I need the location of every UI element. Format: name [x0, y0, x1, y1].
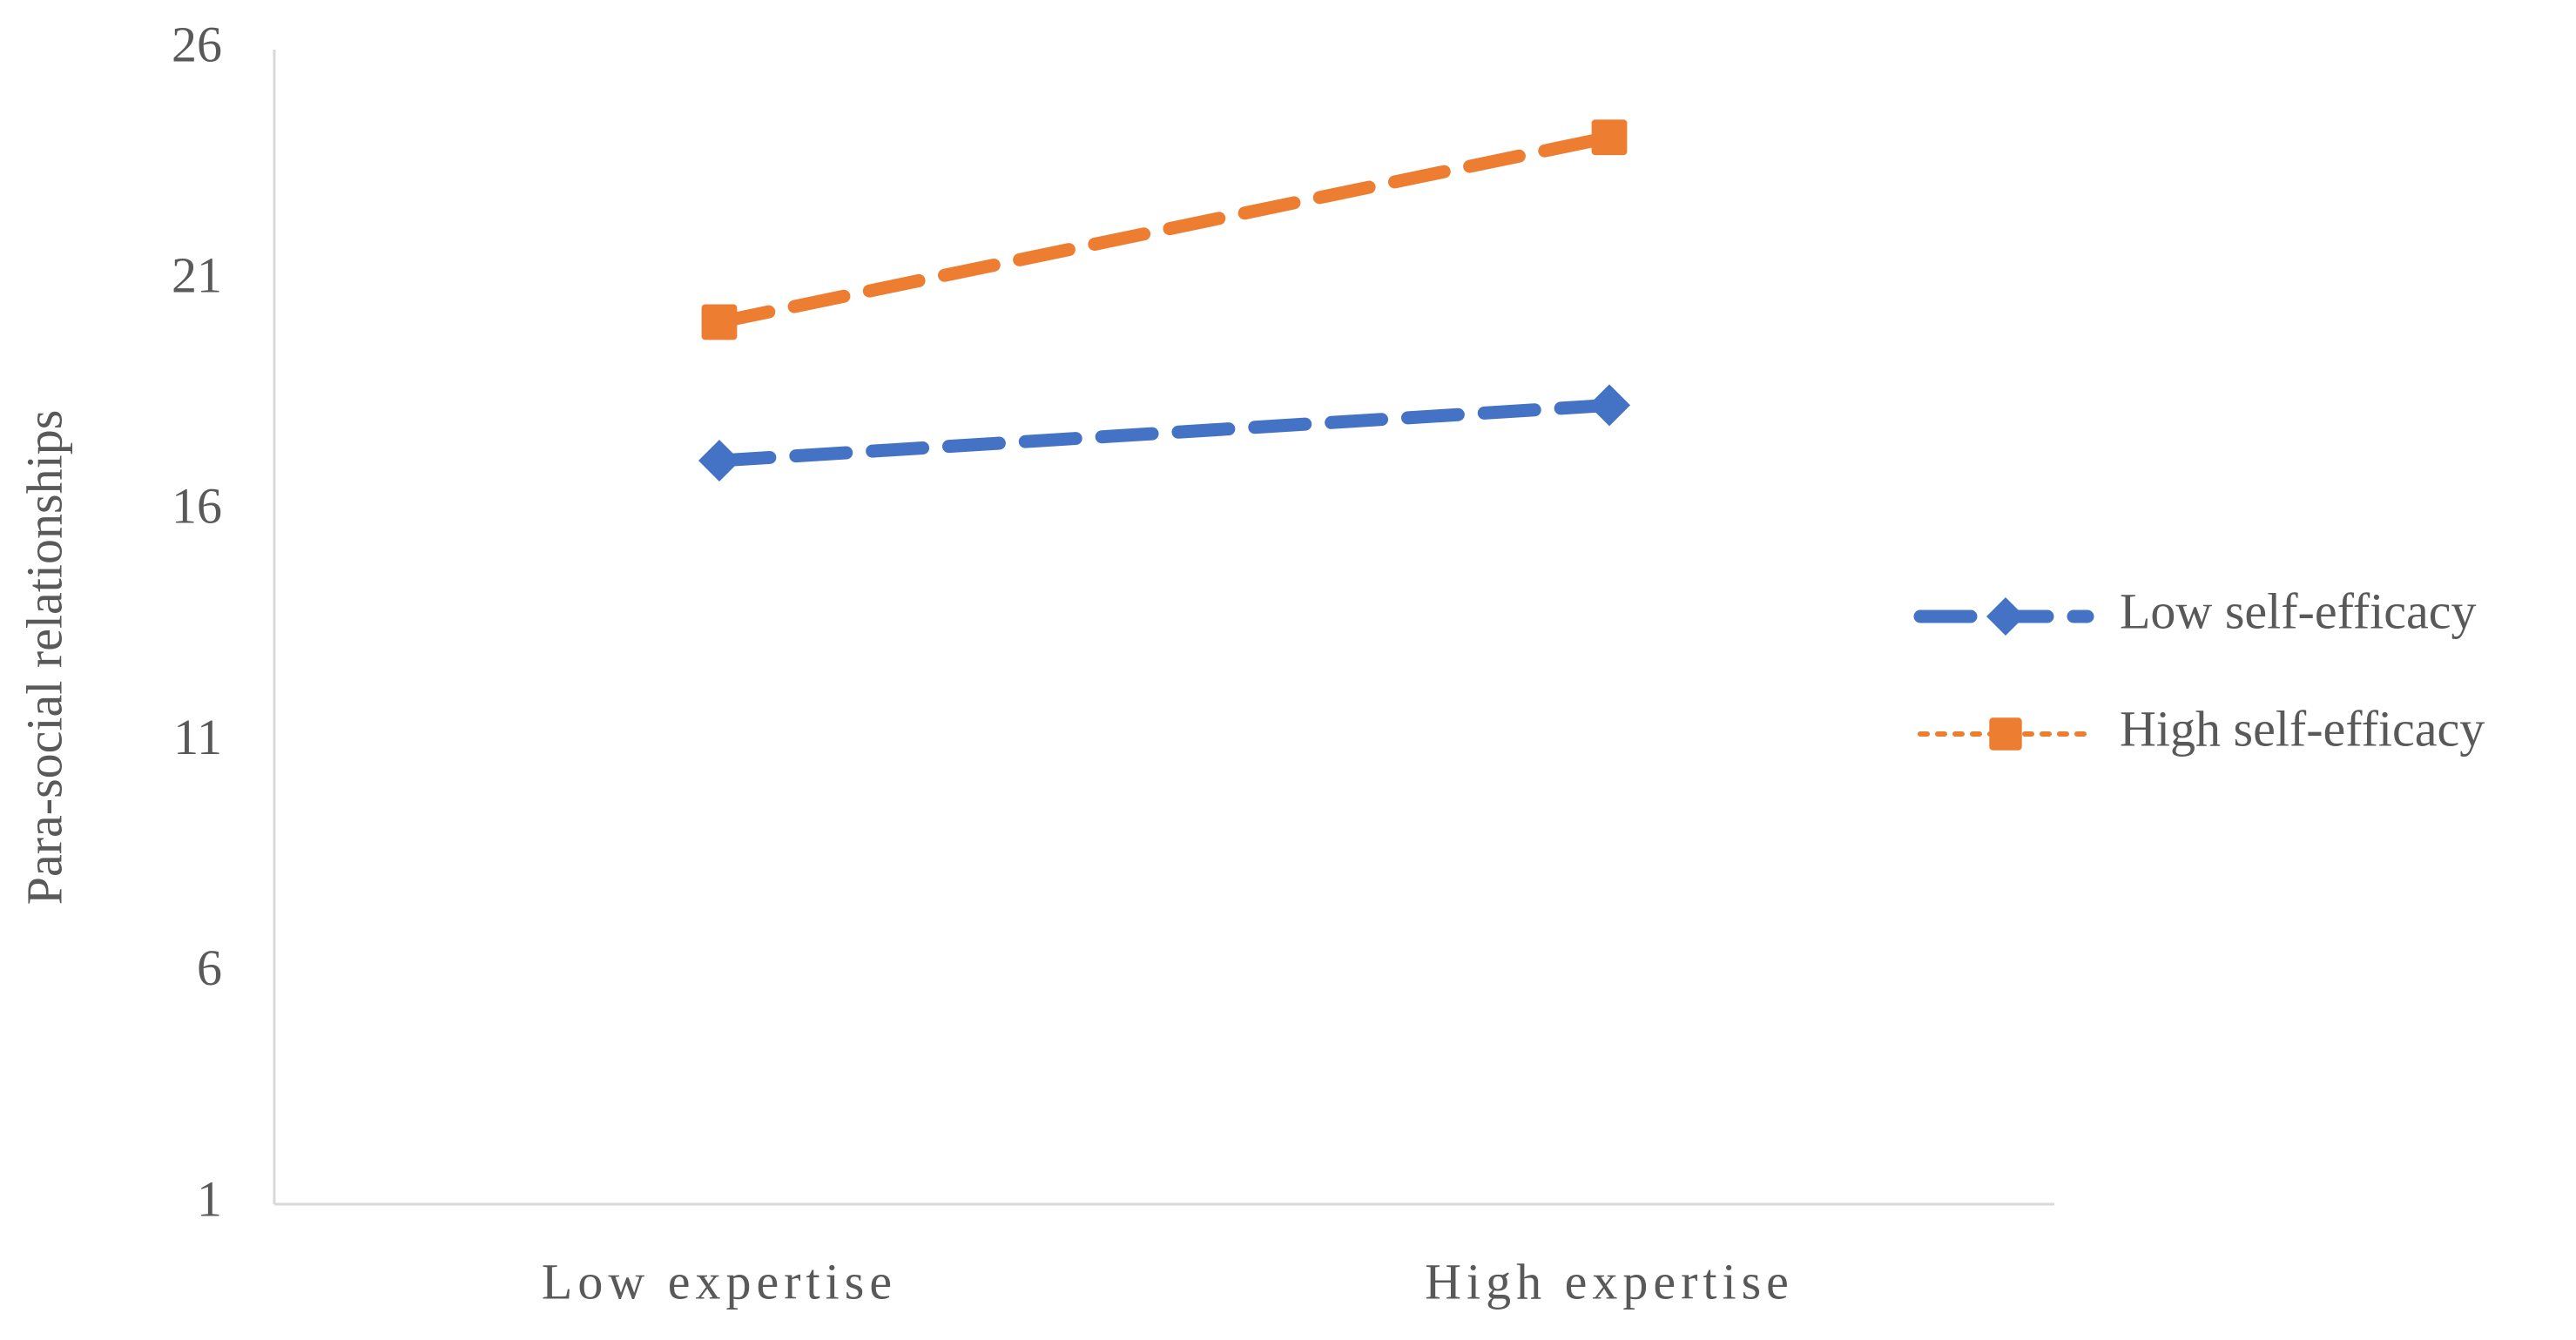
legend-label: Low self-efficacy: [2120, 582, 2477, 639]
marker: [698, 440, 740, 482]
y-tick-label: 26: [172, 16, 222, 72]
series-line: [712, 131, 1616, 329]
legend-marker: [1986, 597, 2025, 636]
x-tick-label: High expertise: [1425, 1253, 1794, 1310]
y-tick-label: 1: [197, 1170, 222, 1227]
y-tick-label: 6: [197, 939, 222, 996]
marker: [1591, 119, 1628, 156]
y-axis-label: Para-social relationships: [16, 410, 72, 906]
marker: [1588, 384, 1630, 427]
series-line: [712, 398, 1616, 468]
legend-marker: [1989, 717, 2022, 751]
y-tick-label: 21: [172, 247, 222, 304]
marker: [701, 304, 738, 340]
y-tick-label: 16: [172, 478, 222, 535]
x-tick-label: Low expertise: [542, 1253, 897, 1310]
legend-label: High self-efficacy: [2120, 700, 2485, 757]
y-tick-label: 11: [173, 709, 222, 765]
